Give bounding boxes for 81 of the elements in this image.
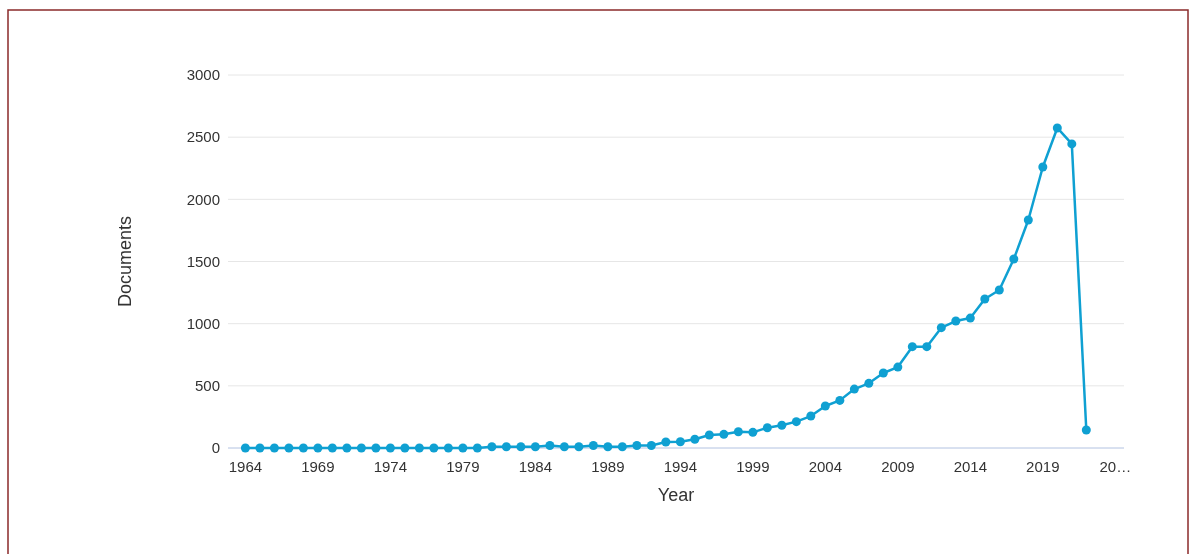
point [400,443,410,453]
point [632,441,642,451]
point [240,443,250,453]
point [719,429,729,439]
point [791,417,801,427]
x-tick-label: 2009 [881,458,915,475]
point [487,442,497,452]
point [704,430,714,440]
point [922,342,932,352]
y-tick-label: 0 [211,439,220,457]
point [762,423,772,433]
point [371,443,381,453]
x-axis-title: Year [657,485,695,505]
x-tick-label: 1989 [591,458,625,475]
x-tick-label: 1969 [301,458,335,475]
point [733,427,743,437]
point [559,442,569,452]
point [385,443,395,453]
point [878,368,888,378]
point [443,443,453,453]
point [980,294,990,304]
point [893,362,903,372]
point [835,395,845,405]
point [414,443,424,453]
point [907,342,917,352]
x-tick-label: 1994 [663,458,698,475]
point [849,384,859,394]
point [429,443,439,453]
x-tick-label: 2014 [953,458,987,475]
y-tick-label: 3000 [186,66,220,84]
point [588,441,598,451]
point [458,443,468,453]
point [1052,123,1062,133]
y-tick-label: 2500 [186,128,220,146]
point [269,443,279,453]
point [284,443,294,453]
point [516,442,526,452]
y-axis-title: Documents [115,215,135,308]
x-tick-label: 1984 [518,458,553,475]
point [603,442,613,452]
point [327,443,337,453]
point [255,443,265,453]
x-tick-label: 20… [1099,458,1132,475]
y-tick-label: 1500 [186,252,220,270]
point [342,443,352,453]
point [675,437,685,447]
y-tick-label: 500 [194,377,220,395]
y-tick-label: 2000 [186,190,220,208]
y-tick-label: 1000 [186,314,220,332]
point [1038,162,1048,172]
x-tick-label: 2004 [808,458,843,475]
x-tick-label: 1964 [228,458,263,475]
point [936,323,946,333]
point [820,401,830,411]
point [1081,425,1091,435]
point [617,442,627,452]
x-tick-label: 1974 [373,458,408,475]
point [661,437,671,447]
point [994,285,1004,295]
point [530,442,540,452]
point [472,443,482,453]
point [574,442,584,452]
x-tick-label: 1979 [446,458,480,475]
point [777,420,787,430]
x-tick-label: 1999 [736,458,770,475]
point [1067,139,1077,149]
point [1023,215,1033,225]
point [501,442,511,452]
point [690,434,700,444]
point [1009,254,1019,264]
point [965,313,975,323]
x-tick-label: 2019 [1026,458,1060,475]
point [313,443,323,453]
point [951,316,961,326]
point [646,441,656,451]
point [356,443,366,453]
point [298,443,308,453]
point [748,427,758,437]
point [545,441,555,451]
point [864,378,874,388]
point [806,411,816,421]
